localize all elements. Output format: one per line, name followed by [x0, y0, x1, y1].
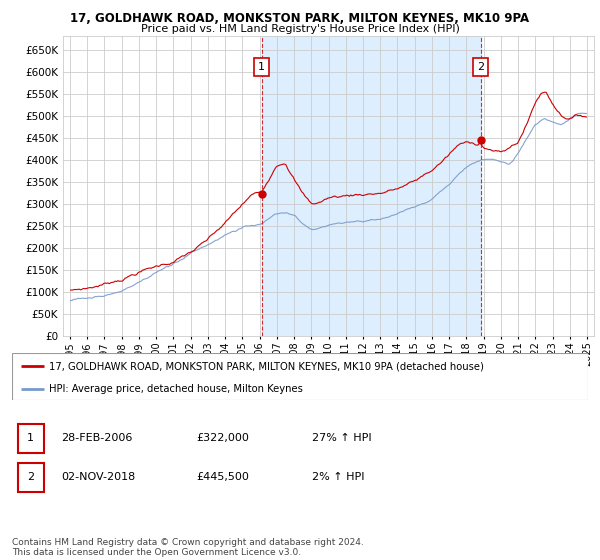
Text: HPI: Average price, detached house, Milton Keynes: HPI: Average price, detached house, Milt… — [49, 384, 304, 394]
Text: 1: 1 — [27, 433, 34, 443]
Text: 1: 1 — [258, 62, 265, 72]
Text: 2% ↑ HPI: 2% ↑ HPI — [311, 473, 364, 482]
Text: Contains HM Land Registry data © Crown copyright and database right 2024.
This d: Contains HM Land Registry data © Crown c… — [12, 538, 364, 557]
Text: 2: 2 — [477, 62, 484, 72]
Text: 02-NOV-2018: 02-NOV-2018 — [61, 473, 135, 482]
Text: 28-FEB-2006: 28-FEB-2006 — [61, 433, 133, 443]
Text: 17, GOLDHAWK ROAD, MONKSTON PARK, MILTON KEYNES, MK10 9PA: 17, GOLDHAWK ROAD, MONKSTON PARK, MILTON… — [70, 12, 530, 25]
Text: 27% ↑ HPI: 27% ↑ HPI — [311, 433, 371, 443]
Text: 2: 2 — [27, 473, 34, 482]
Bar — [18, 423, 44, 452]
Bar — [18, 463, 44, 492]
Text: £445,500: £445,500 — [196, 473, 249, 482]
Text: 17, GOLDHAWK ROAD, MONKSTON PARK, MILTON KEYNES, MK10 9PA (detached house): 17, GOLDHAWK ROAD, MONKSTON PARK, MILTON… — [49, 361, 484, 371]
Text: Price paid vs. HM Land Registry's House Price Index (HPI): Price paid vs. HM Land Registry's House … — [140, 24, 460, 34]
Bar — [262, 36, 481, 336]
Text: £322,000: £322,000 — [196, 433, 249, 443]
